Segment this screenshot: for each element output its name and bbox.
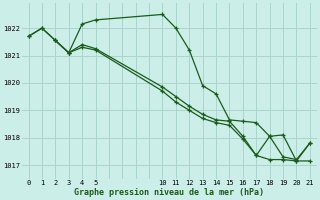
X-axis label: Graphe pression niveau de la mer (hPa): Graphe pression niveau de la mer (hPa)	[74, 188, 264, 197]
